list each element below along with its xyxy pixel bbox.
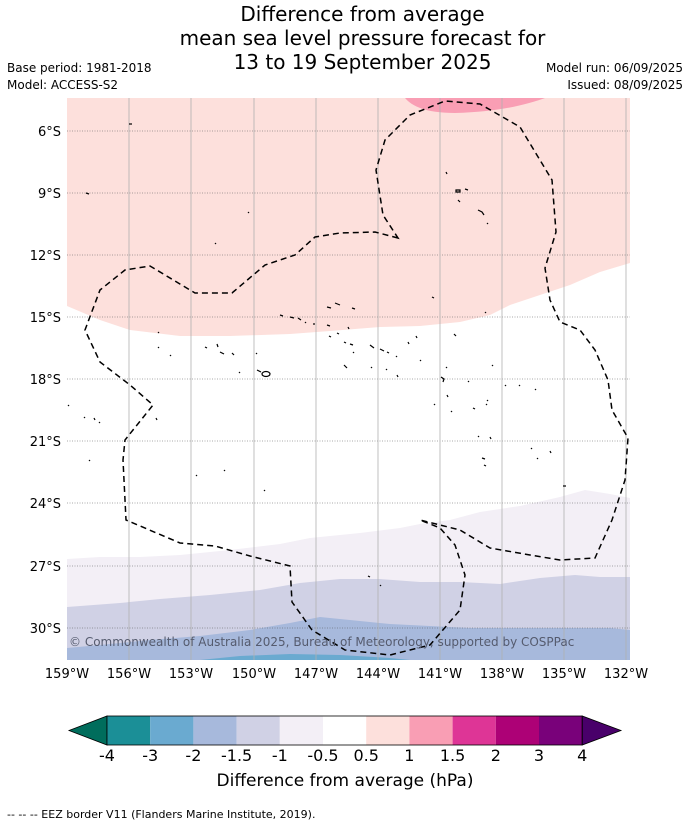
issued-date: Issued: 08/09/2025 bbox=[567, 78, 683, 92]
colorbar-label: Difference from average (hPa) bbox=[216, 771, 474, 791]
colorbar-tick-label: 3 bbox=[534, 746, 544, 765]
colorbar-over-arrow bbox=[581, 715, 623, 746]
lon-label: 138°W bbox=[480, 667, 524, 682]
colorbar-segment bbox=[495, 716, 539, 745]
latitude-labels: 6°S 9°S 12°S 15°S 18°S 21°S 24°S 27°S 30… bbox=[30, 125, 61, 637]
lat-label: 30°S bbox=[30, 622, 61, 637]
colorbar-tick-label: -0.5 bbox=[307, 746, 338, 765]
colorbar-tick-label: 1.5 bbox=[440, 746, 465, 765]
lon-label: 159°W bbox=[45, 667, 89, 682]
map-title: Difference from average mean sea level p… bbox=[0, 2, 690, 74]
longitude-labels: 159°W 156°W 153°W 150°W 147°W 144°W 141°… bbox=[45, 667, 648, 682]
lat-label: 24°S bbox=[30, 497, 61, 512]
colorbar-ticks: -4 -3 -2 -1.5 -1 -0.5 0.5 1 1.5 2 3 4 bbox=[99, 746, 587, 765]
lon-label: 150°W bbox=[232, 667, 276, 682]
lon-label: 147°W bbox=[294, 667, 338, 682]
colorbar-frame bbox=[106, 715, 583, 746]
colorbar-tick-label: 2 bbox=[491, 746, 501, 765]
colorbar-segment bbox=[323, 716, 367, 745]
colorbar-tick-label: -4 bbox=[99, 746, 115, 765]
colorbar-tick-label: 1 bbox=[404, 746, 414, 765]
base-period: Base period: 1981-2018 bbox=[7, 61, 152, 75]
islands bbox=[67, 123, 566, 587]
colorbar-segment bbox=[366, 716, 410, 745]
colorbar-segment bbox=[236, 716, 280, 745]
meta-right: Model run: 06/09/2025 Issued: 08/09/2025 bbox=[546, 60, 683, 94]
colorbar-under-arrow bbox=[67, 715, 108, 746]
colorbar-tick-label: -3 bbox=[142, 746, 158, 765]
colorbar-tick-label: 4 bbox=[577, 746, 587, 765]
title-line-1: Difference from average bbox=[240, 2, 485, 26]
colorbar-segment bbox=[452, 716, 496, 745]
lat-label: 15°S bbox=[30, 311, 61, 326]
lat-label: 6°S bbox=[38, 125, 61, 140]
copyright-text: © Commonwealth of Australia 2025, Bureau… bbox=[69, 635, 574, 649]
anomaly-region-minus1p5-to-minus2 bbox=[67, 617, 630, 660]
lon-label: 132°W bbox=[604, 667, 648, 682]
title-line-2: mean sea level pressure forecast for bbox=[179, 26, 546, 50]
anomaly-region-0p5-to-1 bbox=[67, 98, 630, 336]
colorbar-tick-label: -1 bbox=[272, 746, 288, 765]
title-line-3: 13 to 19 September 2025 bbox=[233, 50, 492, 74]
colorbar-segment bbox=[539, 716, 583, 745]
eez-border bbox=[84, 100, 629, 656]
lon-label: 153°W bbox=[169, 667, 213, 682]
lat-label: 18°S bbox=[30, 373, 61, 388]
lat-label: 12°S bbox=[30, 249, 61, 264]
lat-label: 9°S bbox=[38, 187, 61, 202]
meridians bbox=[128, 98, 627, 660]
eez-legend: -- -- -- EEZ border V11 (Flanders Marine… bbox=[7, 808, 316, 821]
map-area: © Commonwealth of Australia 2025, Bureau… bbox=[67, 98, 630, 660]
model-run: Model run: 06/09/2025 bbox=[545, 61, 683, 75]
colorbar-tick-label: -1.5 bbox=[221, 746, 252, 765]
lat-label: 21°S bbox=[30, 435, 61, 450]
lon-label: 156°W bbox=[107, 667, 151, 682]
lon-label: 141°W bbox=[418, 667, 462, 682]
lon-label: 135°W bbox=[542, 667, 586, 682]
colorbar-segment bbox=[409, 716, 453, 745]
colorbar-segment bbox=[279, 716, 323, 745]
colorbar-tick-label: -2 bbox=[185, 746, 201, 765]
anomaly-region-minus2-to-minus3 bbox=[200, 654, 410, 660]
colorbar-segment bbox=[107, 716, 151, 745]
lon-label: 144°W bbox=[356, 667, 400, 682]
colorbar-segment bbox=[193, 716, 237, 745]
lat-label: 27°S bbox=[30, 560, 61, 575]
colorbar bbox=[67, 715, 623, 746]
meta-left: Base period: 1981-2018 Model: ACCESS-S2 bbox=[7, 60, 152, 94]
colorbar-segment bbox=[150, 716, 194, 745]
model-name: Model: ACCESS-S2 bbox=[7, 78, 119, 92]
colorbar-tick-label: 0.5 bbox=[353, 746, 378, 765]
